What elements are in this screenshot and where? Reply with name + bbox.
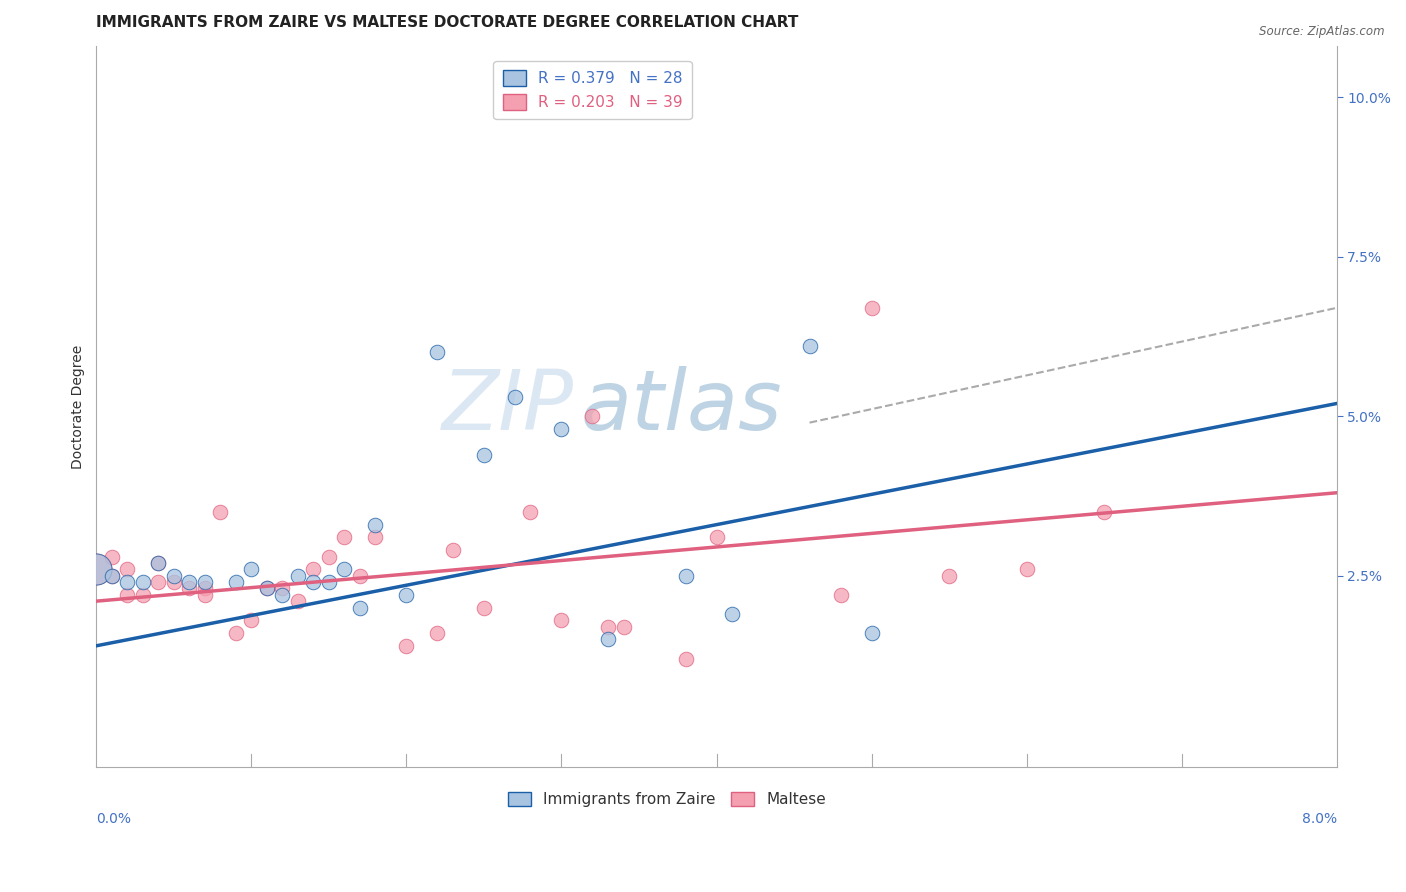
Text: atlas: atlas	[581, 367, 782, 447]
Point	[271, 582, 294, 596]
Point	[550, 613, 572, 627]
Point	[721, 607, 744, 621]
Point	[86, 562, 108, 576]
Text: Source: ZipAtlas.com: Source: ZipAtlas.com	[1260, 25, 1385, 38]
Point	[860, 626, 883, 640]
Point	[938, 568, 960, 582]
Point	[1092, 505, 1115, 519]
Point	[194, 582, 217, 596]
Point	[117, 574, 139, 589]
Point	[194, 574, 217, 589]
Point	[117, 588, 139, 602]
Point	[519, 505, 541, 519]
Y-axis label: Doctorate Degree: Doctorate Degree	[72, 344, 86, 469]
Point	[148, 556, 170, 570]
Point	[271, 588, 294, 602]
Point	[256, 582, 278, 596]
Point	[706, 530, 728, 544]
Point	[132, 574, 155, 589]
Point	[333, 530, 356, 544]
Point	[675, 651, 697, 665]
Point	[101, 568, 124, 582]
Point	[287, 594, 309, 608]
Text: 8.0%: 8.0%	[1302, 812, 1337, 826]
Point	[240, 613, 263, 627]
Point	[225, 574, 247, 589]
Point	[596, 632, 619, 647]
Point	[596, 620, 619, 634]
Point	[349, 568, 371, 582]
Point	[364, 530, 387, 544]
Point	[318, 549, 340, 564]
Point	[287, 568, 309, 582]
Point	[395, 639, 418, 653]
Point	[1015, 562, 1038, 576]
Point	[799, 339, 821, 353]
Point	[179, 574, 201, 589]
Text: IMMIGRANTS FROM ZAIRE VS MALTESE DOCTORATE DEGREE CORRELATION CHART: IMMIGRANTS FROM ZAIRE VS MALTESE DOCTORA…	[97, 15, 799, 30]
Point	[302, 574, 325, 589]
Point	[318, 574, 340, 589]
Point	[472, 600, 495, 615]
Point	[148, 574, 170, 589]
Point	[163, 568, 186, 582]
Point	[364, 517, 387, 532]
Point	[503, 390, 526, 404]
Point	[179, 582, 201, 596]
Point	[395, 588, 418, 602]
Text: ZIP: ZIP	[441, 367, 574, 447]
Point	[101, 549, 124, 564]
Point	[132, 588, 155, 602]
Point	[117, 562, 139, 576]
Point	[675, 568, 697, 582]
Point	[349, 600, 371, 615]
Point	[860, 301, 883, 315]
Point	[333, 562, 356, 576]
Point	[830, 588, 852, 602]
Point	[148, 556, 170, 570]
Point	[472, 448, 495, 462]
Point	[256, 582, 278, 596]
Point	[426, 626, 449, 640]
Point	[86, 562, 108, 576]
Legend: R = 0.379   N = 28, R = 0.203   N = 39: R = 0.379 N = 28, R = 0.203 N = 39	[494, 62, 692, 120]
Point	[209, 505, 232, 519]
Point	[225, 626, 247, 640]
Point	[163, 574, 186, 589]
Point	[441, 543, 464, 558]
Point	[426, 345, 449, 359]
Text: 0.0%: 0.0%	[97, 812, 131, 826]
Point	[240, 562, 263, 576]
Point	[194, 588, 217, 602]
Point	[581, 409, 603, 424]
Point	[550, 422, 572, 436]
Point	[612, 620, 634, 634]
Point	[101, 568, 124, 582]
Point	[302, 562, 325, 576]
